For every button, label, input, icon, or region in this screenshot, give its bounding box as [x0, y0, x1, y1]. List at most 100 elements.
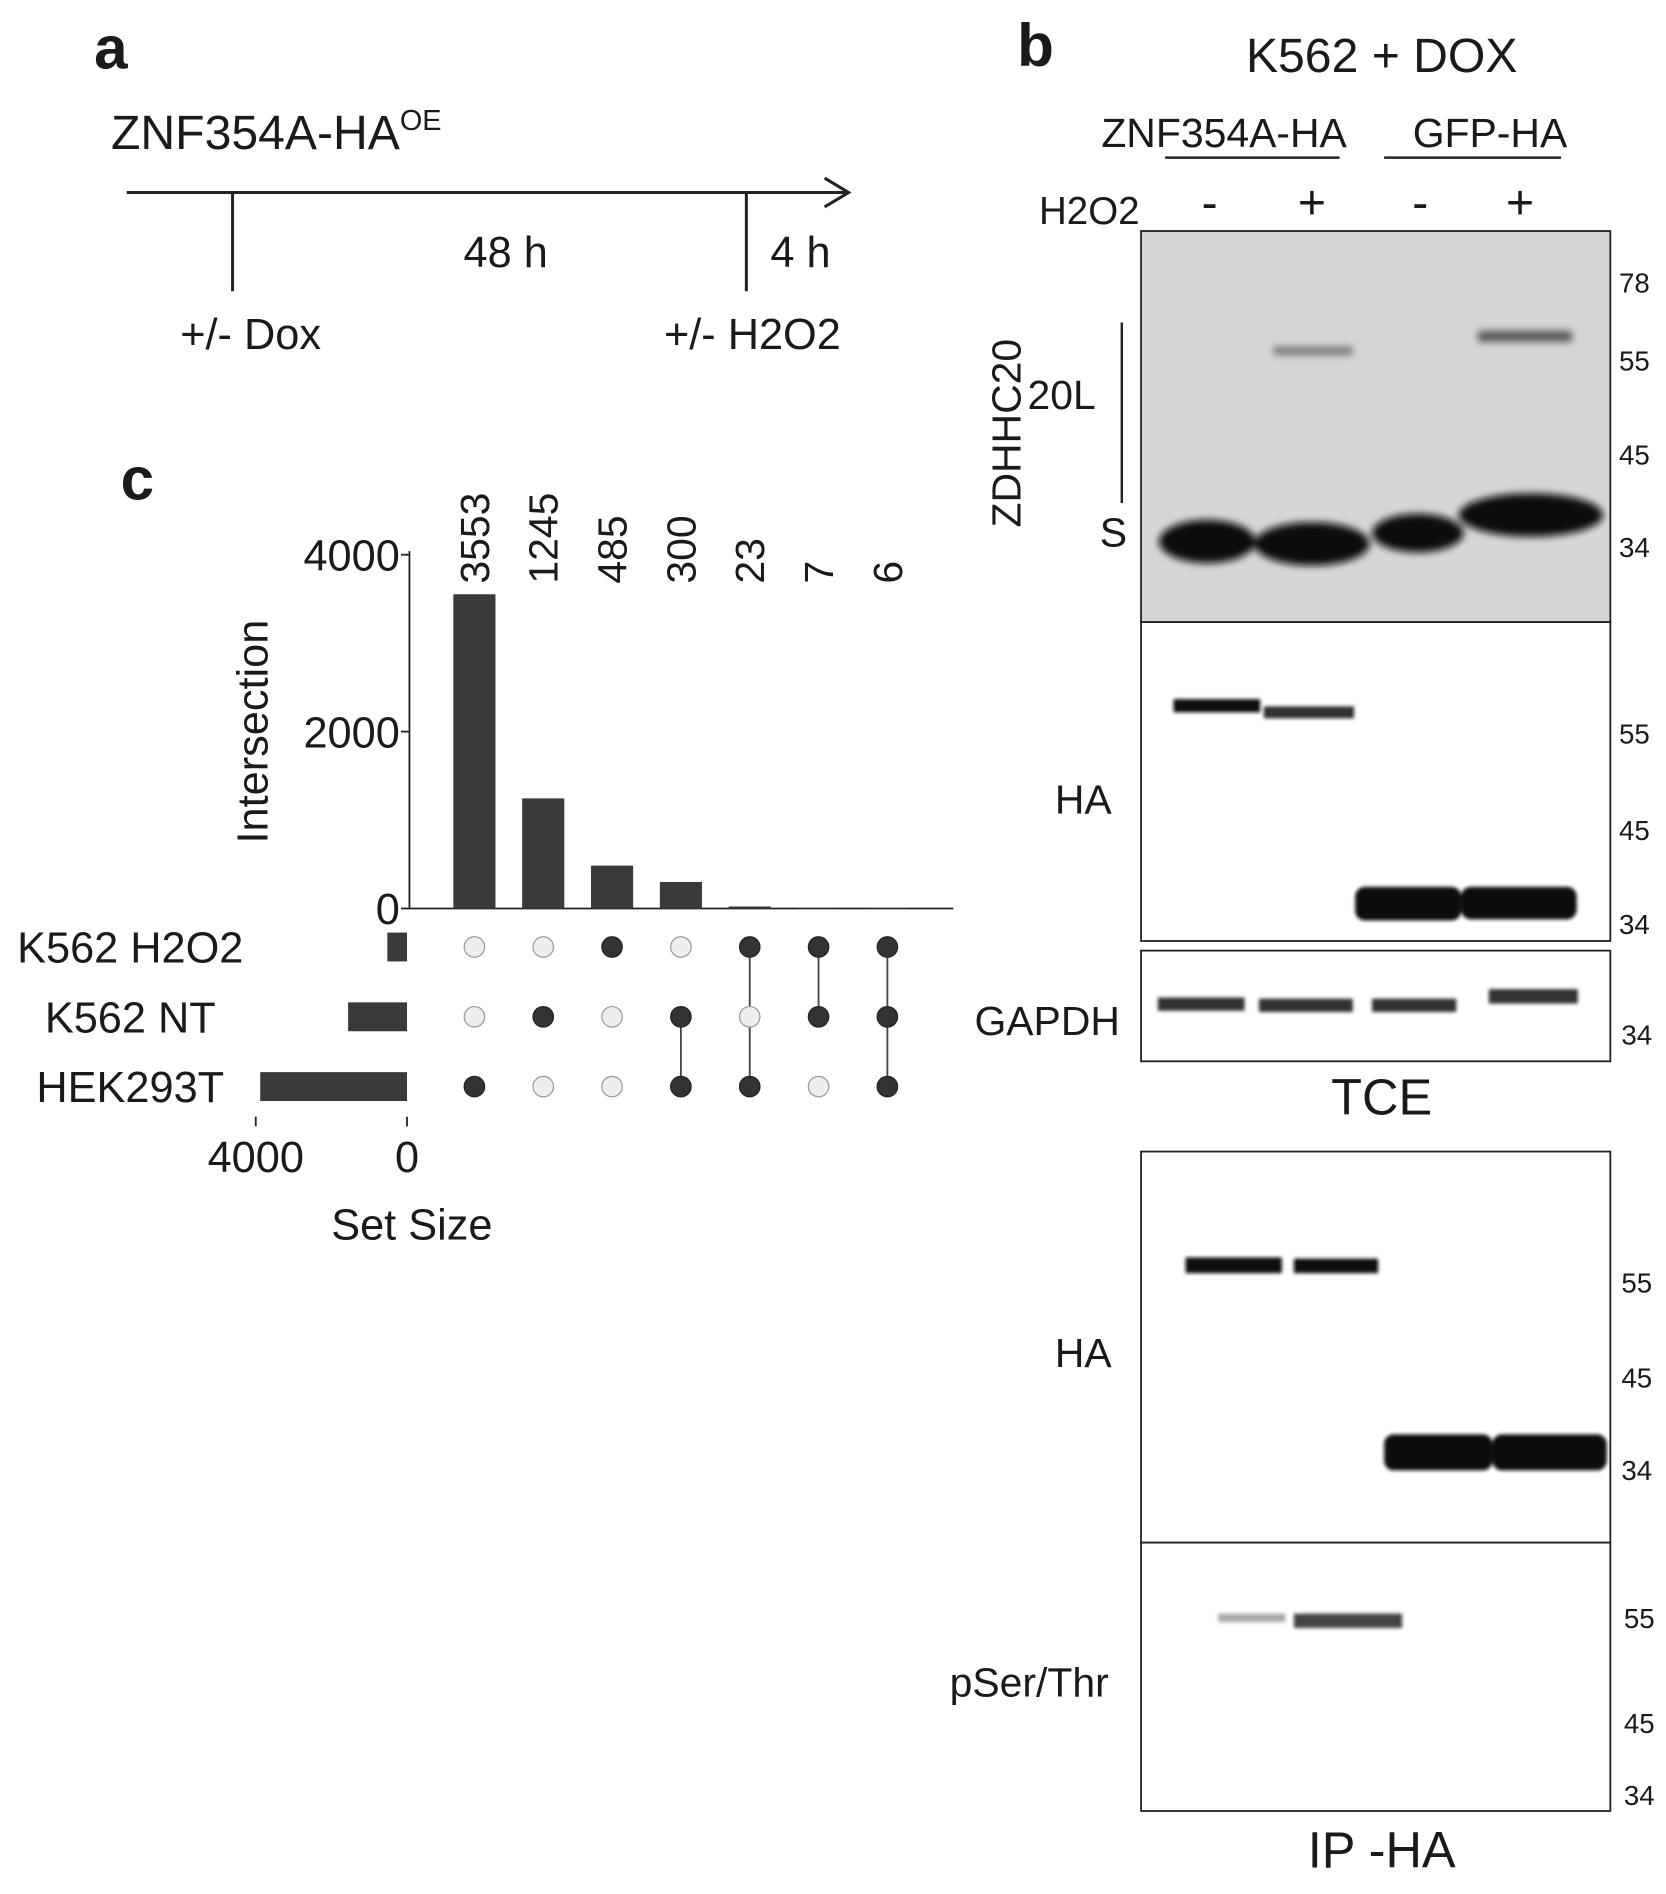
band	[1492, 1434, 1607, 1471]
member-dot	[463, 1075, 486, 1098]
band	[1159, 519, 1256, 564]
value-label: 7	[796, 561, 842, 584]
member-dot	[807, 1005, 830, 1028]
mw-marker: 55	[1624, 1603, 1655, 1634]
band	[1157, 997, 1245, 1011]
member-dot	[738, 1075, 761, 1098]
bar	[659, 881, 702, 909]
set-size-tick-label: 4000	[208, 1134, 304, 1182]
group-label: ZNF354A-HA	[1101, 110, 1347, 156]
band	[1355, 886, 1462, 921]
blot-label: GAPDH	[974, 998, 1119, 1044]
nonmember-dot	[463, 1005, 486, 1028]
value-label: 6	[865, 561, 911, 584]
panel-label: a	[94, 15, 128, 82]
blot	[1140, 1150, 1612, 1544]
blot-label: HA	[1055, 1330, 1113, 1376]
construct-name: ZNF354A-HA	[111, 106, 400, 160]
set-name: HEK293T	[36, 1064, 224, 1112]
interval: 4 h	[770, 229, 830, 277]
y-tick-label: 0	[376, 886, 400, 934]
arrowhead	[823, 176, 852, 209]
nonmember-dot	[463, 936, 486, 958]
nonmember-dot	[807, 1075, 830, 1098]
member-dot	[738, 936, 761, 958]
mw-marker: 55	[1621, 1267, 1652, 1298]
panel-c: c Intersection Set Size 0 2000 4000 3553 124…	[17, 445, 954, 1249]
nonmember-dot	[738, 1005, 761, 1028]
band	[1185, 1257, 1282, 1274]
band	[1263, 706, 1355, 719]
member-dot	[670, 1005, 692, 1028]
bar	[522, 798, 565, 909]
band	[1218, 1613, 1286, 1623]
lane-label: +	[1506, 176, 1534, 230]
member-dot	[807, 936, 830, 958]
panel-a: a ZNF354A-HAOE 48 h 4 h +/- Dox +/- H2O2	[94, 15, 852, 359]
nonmember-dot	[601, 1075, 623, 1098]
bar	[866, 907, 909, 909]
treatment-label: H2O2	[1039, 190, 1140, 233]
nonmember-dot	[670, 936, 692, 958]
nonmember-dot	[601, 1005, 623, 1028]
mw-marker: 55	[1619, 719, 1650, 750]
bands	[1159, 330, 1604, 566]
set-size-tick-label: 0	[395, 1134, 419, 1182]
mw-marker: 34	[1621, 1019, 1652, 1050]
construct-sup: OE	[400, 105, 442, 137]
blot	[1140, 1541, 1612, 1812]
mw-marker: 34	[1619, 532, 1650, 563]
band	[1384, 1434, 1493, 1471]
y-tick-label: 2000	[303, 709, 399, 757]
panel-label: c	[121, 445, 154, 512]
member-dot	[601, 936, 623, 958]
member-dot	[876, 936, 899, 958]
blot-label: 20L	[1027, 372, 1095, 418]
band	[1458, 493, 1604, 537]
panel-b: b K562 + DOX ZNF354A-HA GFP-HA H2O2 - + …	[950, 12, 1655, 1878]
blot-title: K562 + DOX	[1246, 29, 1518, 83]
band	[1173, 699, 1261, 713]
bar	[797, 907, 840, 909]
interval: 48 h	[464, 229, 548, 277]
panel-label: b	[1017, 12, 1054, 79]
value-label: 485	[590, 515, 636, 583]
section-label: TCE	[1331, 1068, 1432, 1125]
member-dot	[532, 1005, 555, 1028]
set-size-bar	[260, 1072, 408, 1102]
mw-marker: 34	[1619, 909, 1650, 940]
band	[1293, 1613, 1403, 1629]
bar	[591, 865, 634, 909]
band	[1273, 346, 1353, 355]
set-size-bar	[387, 932, 408, 962]
step: +/- Dox	[180, 311, 321, 359]
mw-marker: 34	[1624, 1780, 1655, 1811]
mw-marker: 45	[1619, 439, 1650, 470]
lane-label: -	[1412, 176, 1428, 230]
group-label: GFP-HA	[1413, 110, 1568, 156]
mw-marker: 34	[1621, 1455, 1652, 1486]
member-dot	[876, 1075, 899, 1098]
band	[1372, 998, 1457, 1012]
set-size-bar	[348, 1002, 408, 1032]
y-tick-label: 4000	[303, 532, 399, 580]
value-label: 23	[727, 538, 773, 584]
mw-marker: 45	[1619, 815, 1650, 846]
bands	[1185, 1257, 1607, 1471]
section-label: IP -HA	[1308, 1822, 1456, 1879]
set-size-label: Set Size	[331, 1201, 492, 1249]
mw-marker: 45	[1624, 1708, 1655, 1739]
band	[1293, 1258, 1379, 1274]
mw-marker: 78	[1619, 267, 1650, 298]
member-dot	[670, 1075, 692, 1098]
band	[1461, 886, 1577, 920]
blot	[1140, 230, 1612, 624]
band	[1254, 522, 1370, 566]
band	[1477, 330, 1572, 342]
lane-label: +	[1298, 176, 1326, 230]
nonmember-dot	[532, 936, 555, 958]
construct: ZNF354A-HAOE	[111, 105, 442, 160]
bar	[453, 594, 496, 909]
